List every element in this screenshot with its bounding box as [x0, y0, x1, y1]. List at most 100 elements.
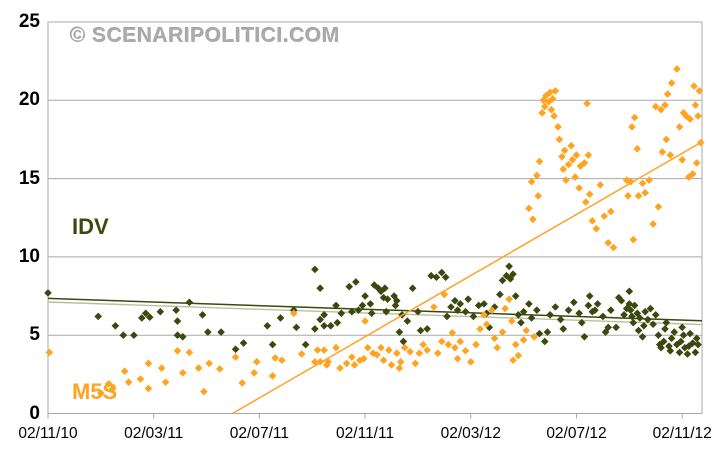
data-point-IDV	[525, 300, 533, 308]
data-point-IDV	[441, 273, 450, 282]
data-point-M5S	[678, 156, 686, 164]
data-point-M5S	[332, 343, 340, 352]
data-point-IDV	[496, 290, 504, 299]
series-label-idv: IDV	[72, 214, 109, 239]
data-point-M5S	[559, 165, 568, 174]
data-point-IDV	[469, 312, 478, 321]
data-point-M5S	[657, 105, 665, 114]
data-point-IDV	[591, 306, 599, 314]
data-point-M5S	[324, 358, 332, 366]
data-point-M5S	[604, 239, 612, 247]
data-point-M5S	[584, 151, 593, 159]
data-point-IDV	[354, 306, 363, 314]
data-point-M5S	[555, 135, 564, 144]
data-point-M5S	[564, 160, 573, 169]
x-axis-label-5: 02/07/12	[546, 425, 607, 442]
data-point-M5S	[583, 99, 591, 108]
data-point-M5S	[361, 317, 369, 325]
watermark: © SCENARIPOLITICI.COM	[70, 24, 340, 47]
data-point-M5S	[511, 340, 520, 349]
data-point-M5S	[194, 364, 203, 372]
data-point-M5S	[448, 329, 457, 337]
data-point-IDV	[570, 298, 578, 307]
data-point-M5S	[651, 102, 660, 111]
data-point-IDV	[94, 312, 103, 321]
data-point-IDV	[464, 295, 472, 303]
data-point-M5S	[480, 311, 488, 319]
data-point-IDV	[584, 301, 593, 310]
data-point-IDV	[638, 332, 647, 341]
x-axis-label-3: 02/11/11	[336, 425, 395, 442]
data-point-M5S	[691, 101, 700, 109]
data-point-M5S	[482, 320, 491, 329]
data-point-IDV	[551, 303, 560, 311]
data-point-IDV	[585, 292, 594, 300]
data-point-M5S	[278, 356, 286, 365]
data-point-M5S	[493, 343, 502, 352]
y-axis-label-5: 5	[29, 324, 40, 346]
data-point-IDV	[204, 328, 212, 336]
data-point-IDV	[633, 309, 642, 318]
data-point-M5S	[185, 348, 194, 357]
data-point-IDV	[630, 301, 639, 310]
data-point-IDV	[185, 298, 194, 307]
data-point-IDV	[456, 300, 465, 308]
data-point-IDV	[517, 318, 525, 327]
data-point-M5S	[423, 346, 431, 354]
data-point-IDV	[505, 262, 513, 271]
data-point-M5S	[144, 384, 153, 393]
data-point-M5S	[453, 354, 462, 363]
x-axis-label-6: 02/11/12	[652, 425, 712, 442]
data-point-IDV	[527, 314, 536, 322]
data-point-IDV	[311, 325, 319, 333]
data-point-M5S	[348, 353, 356, 361]
data-point-M5S	[157, 364, 166, 372]
data-point-IDV	[414, 307, 422, 316]
data-point-IDV	[198, 311, 207, 319]
data-point-M5S	[393, 349, 401, 358]
data-point-M5S	[675, 123, 684, 131]
data-point-M5S	[377, 343, 385, 352]
data-point-M5S	[630, 113, 639, 122]
data-point-M5S	[695, 87, 704, 95]
x-axis-label-4: 02/03/12	[440, 425, 501, 442]
data-point-IDV	[535, 329, 544, 338]
data-point-IDV	[333, 318, 342, 327]
data-point-IDV	[145, 313, 154, 321]
data-point-IDV	[577, 318, 586, 327]
data-point-IDV	[432, 273, 441, 282]
data-point-IDV	[625, 287, 634, 296]
data-point-IDV	[173, 317, 182, 325]
data-point-IDV	[670, 328, 679, 336]
data-point-IDV	[607, 306, 615, 314]
data-point-M5S	[592, 224, 601, 233]
data-point-IDV	[172, 306, 180, 314]
data-point-M5S	[320, 346, 328, 354]
data-point-M5S	[550, 112, 558, 120]
data-point-M5S	[607, 207, 615, 216]
data-point-IDV	[423, 325, 431, 333]
data-point-IDV	[599, 312, 607, 321]
data-point-IDV	[622, 304, 631, 313]
data-point-IDV	[366, 300, 375, 308]
data-point-M5S	[694, 112, 702, 120]
data-point-M5S	[628, 123, 636, 131]
data-point-M5S	[161, 378, 170, 386]
data-point-IDV	[44, 289, 52, 297]
data-point-IDV	[138, 314, 146, 322]
data-point-M5S	[548, 94, 557, 103]
data-point-M5S	[534, 192, 542, 200]
data-point-M5S	[654, 202, 663, 211]
data-point-IDV	[634, 326, 643, 335]
data-point-IDV	[675, 348, 684, 357]
data-point-IDV	[348, 307, 356, 316]
data-point-M5S	[690, 82, 698, 91]
data-point-M5S	[558, 152, 566, 161]
data-point-IDV	[654, 331, 663, 339]
data-point-M5S	[514, 351, 523, 360]
data-point-M5S	[97, 389, 105, 397]
y-axis-label-0: 0	[29, 402, 40, 424]
data-point-M5S	[316, 358, 324, 366]
